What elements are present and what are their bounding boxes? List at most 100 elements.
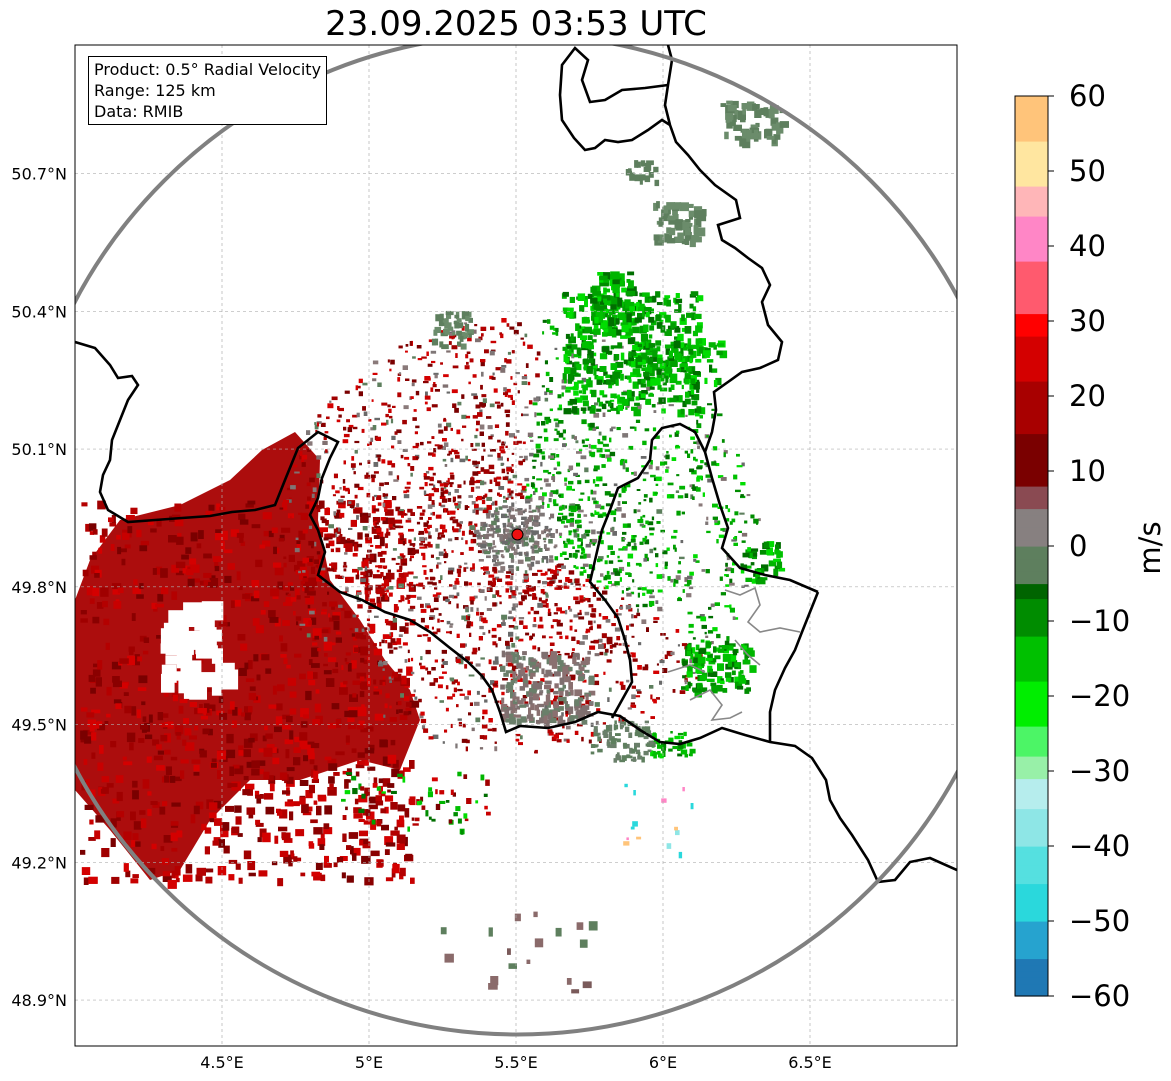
colorbar-segment [1015, 778, 1048, 786]
colorbar-segment [1015, 908, 1048, 916]
colorbar-segment [1015, 468, 1048, 475]
colorbar-segment [1015, 669, 1048, 676]
colorbar-segment [1015, 347, 1048, 354]
colorbar-segment [1015, 375, 1048, 382]
border-belgium-france [75, 340, 957, 884]
map-title: 23.09.2025 03:53 UTC [325, 4, 707, 44]
colorbar-segment [1015, 486, 1048, 493]
colorbar-segment [1015, 135, 1048, 142]
colorbar-segment [1015, 456, 1048, 464]
colorbar-tick-label: 60 [1069, 79, 1106, 113]
colorbar-segment [1015, 278, 1048, 285]
latitude-axis: 50.7°N 50.4°N 50.1°N 49.8°N 49.5°N 49.2°N 48.9… [11, 165, 67, 1011]
colorbar-segment [1015, 571, 1048, 578]
lon-tick-label: 6°E [649, 1053, 677, 1072]
colorbar-segment [1015, 186, 1048, 193]
colorbar-segment [1015, 681, 1048, 688]
colorbar-segment [1015, 198, 1048, 205]
colorbar-segment [1015, 514, 1048, 522]
colorbar-segment [1015, 802, 1048, 810]
colorbar-segment [1015, 319, 1048, 326]
colorbar-segment [1015, 169, 1048, 176]
colorbar-segment [1015, 714, 1048, 721]
colorbar-segment [1015, 732, 1048, 739]
lat-tick-label: 50.1°N [11, 440, 67, 459]
colorbar-segment [1015, 883, 1048, 891]
colorbar-segment [1015, 558, 1048, 566]
colorbar-segment [1015, 939, 1048, 947]
border-belgium-germany-north [663, 45, 784, 453]
colorbar-tick-label: 40 [1069, 229, 1106, 263]
colorbar-segment [1015, 790, 1048, 798]
colorbar-segment [1015, 124, 1048, 131]
colorbar-segment [1015, 364, 1048, 371]
colorbar-segment [1015, 827, 1048, 835]
colorbar-tick-label: 50 [1069, 154, 1106, 188]
colorbar-segment [1015, 508, 1048, 516]
country-borders [75, 45, 957, 884]
colorbar-segment [1015, 658, 1048, 665]
colorbar-segment [1015, 284, 1048, 291]
colorbar-segment [1015, 307, 1048, 315]
border-netherlands [558, 46, 671, 152]
map-grid [75, 45, 957, 1046]
colorbar-segment [1015, 502, 1048, 510]
colorbar-segment [1015, 989, 1048, 997]
colorbar-segment [1015, 577, 1048, 585]
colorbar-segment [1015, 761, 1048, 768]
colorbar-segment [1015, 180, 1048, 187]
colorbar-segment [1015, 521, 1048, 528]
colorbar-segment [1015, 301, 1048, 309]
colorbar-segment [1015, 877, 1048, 885]
colorbar-segment [1015, 852, 1048, 860]
colorbar-segment [1015, 381, 1048, 388]
colorbar-segment [1015, 726, 1048, 733]
colorbar: 60 50 40 30 20 10 0 −10 −20 −30 −40 −50 −60 m/s [1014, 79, 1167, 1013]
colorbar-segment [1015, 480, 1048, 487]
colorbar-segment [1015, 157, 1048, 165]
colorbar-segment [1015, 583, 1048, 590]
lat-tick-label: 50.7°N [11, 165, 67, 184]
colorbar-segment [1015, 112, 1048, 120]
product-label: Product: 0.5° Radial Velocity [94, 60, 322, 79]
colorbar-segment [1015, 533, 1048, 541]
colorbar-tick-label: 0 [1069, 529, 1087, 563]
colorbar-tick-label: 30 [1069, 304, 1106, 338]
colorbar-segment [1015, 330, 1048, 337]
colorbar-segment [1015, 598, 1048, 606]
colorbar-segment [1015, 652, 1048, 660]
longitude-axis: 4.5°E 5°E 5.5°E 6°E 6.5°E [200, 1053, 832, 1072]
colorbar-segment [1015, 864, 1048, 872]
colorbar-segment [1015, 118, 1048, 125]
colorbar-segment [1015, 238, 1048, 245]
colorbar-segment [1015, 491, 1048, 498]
colorbar-segment [1015, 686, 1048, 693]
colorbar-segment [1015, 324, 1048, 331]
colorbar-segment [1015, 552, 1048, 560]
colorbar-segment [1015, 204, 1048, 211]
colorbar-segment [1015, 272, 1048, 280]
colorbar-segment [1015, 474, 1048, 481]
colorbar-segment [1015, 255, 1048, 262]
colorbar-segment [1015, 611, 1048, 618]
colorbar-segment [1015, 675, 1048, 682]
colorbar-segment [1015, 709, 1048, 716]
colorbar-segment [1015, 421, 1048, 429]
colorbar-segment [1015, 462, 1048, 470]
colorbar-segment [1015, 697, 1048, 705]
colorbar-tick-label: −30 [1069, 754, 1130, 788]
colorbar-segment [1015, 386, 1048, 394]
border-belgium-luxembourg-west [588, 422, 819, 719]
colorbar-segment [1015, 767, 1048, 774]
colorbar-segment [1015, 933, 1048, 941]
colorbar-segment [1015, 451, 1048, 458]
colorbar-segment [1015, 398, 1048, 405]
colorbar-segment [1015, 261, 1048, 268]
colorbar-segment [1015, 107, 1048, 114]
colorbar-segment [1015, 266, 1048, 274]
colorbar-segment [1015, 889, 1048, 897]
plot-area [75, 45, 957, 1046]
colorbar-segment [1015, 404, 1048, 411]
colorbar-segment [1015, 772, 1048, 780]
